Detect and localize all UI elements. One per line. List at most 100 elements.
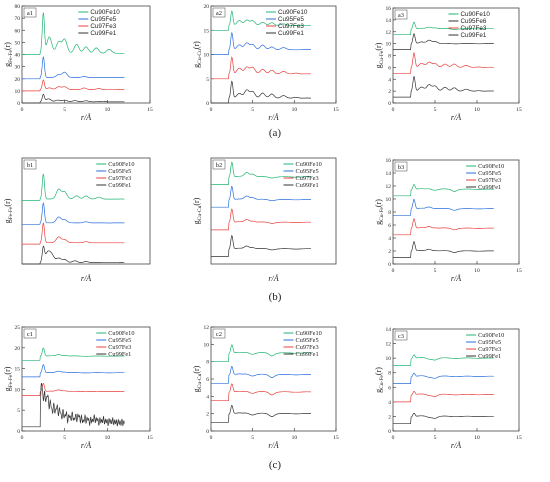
c1-legend-label-3: Cu99Fe1 <box>108 351 131 358</box>
a2-series-2 <box>211 56 311 80</box>
c2-ytick-label-0: 0 <box>206 429 209 435</box>
c3-ytick-label-3: 6 <box>388 385 391 391</box>
b3-legend-label-1: Cu95Fe5 <box>478 170 501 177</box>
c2-tag-box <box>212 328 226 339</box>
c1-xtick-label-1: 5 <box>63 435 66 441</box>
b1-tag-box <box>23 159 37 170</box>
a1-series-3 <box>22 93 125 104</box>
row-label-b: (b) <box>269 291 282 303</box>
b3-ytick-label-3: 6 <box>388 223 391 229</box>
b3-ytick-label-5: 10 <box>386 197 392 203</box>
c2-ylabel: gCu-Cu(r) <box>192 365 203 392</box>
c3-xtick-label-3: 15 <box>516 435 522 441</box>
a2-series-0 <box>211 10 311 31</box>
a3-tag: a3 <box>398 12 404 19</box>
b2-xlabel: r/Å <box>268 274 278 283</box>
a3-series-2 <box>393 51 494 74</box>
a1-ytick-label-4: 40 <box>15 53 21 59</box>
b2-legend-label-1: Cu95Fe5 <box>296 168 319 175</box>
b3-series-1 <box>393 198 494 216</box>
b2-legend-label-3: Cu99Fe1 <box>296 182 319 189</box>
b1-legend-label-1: Cu95Fe5 <box>108 168 131 175</box>
c1-frame <box>21 326 151 432</box>
c2-ytick-label-4: 8 <box>206 360 209 366</box>
c2-xtick-label-2: 10 <box>292 435 298 441</box>
b2-series-3 <box>211 234 312 257</box>
c1-ytick-label-3: 15 <box>15 367 21 373</box>
a3-ytick-label-7: 14 <box>386 18 392 24</box>
a3-legend-label-2: Cu97Fe3 <box>460 25 486 32</box>
b1-ylabel: gFe-Fe(r) <box>3 198 14 223</box>
b3-series-2 <box>393 218 494 236</box>
a2-ytick-label-1: 5 <box>206 77 209 83</box>
a1-xlabel: r/Å <box>81 113 91 122</box>
a3-ytick-label-2: 4 <box>388 77 391 83</box>
c1-xtick-label-2: 10 <box>105 435 111 441</box>
c3-xtick-label-2: 10 <box>474 435 480 441</box>
c3-ytick-label-2: 4 <box>388 400 391 406</box>
c2-xlabel: r/Å <box>268 441 278 450</box>
b2-tag-box <box>212 159 226 170</box>
b3-series-0 <box>393 183 494 197</box>
a3-xtick-label-1: 5 <box>434 107 437 113</box>
c2-series-0 <box>211 344 311 363</box>
b3-xtick-label-2: 10 <box>474 268 480 274</box>
c1-xtick-label-3: 15 <box>147 435 153 441</box>
c3-xtick-label-1: 5 <box>434 435 437 441</box>
a1-ytick-label-5: 50 <box>15 40 21 46</box>
b2-frame <box>210 157 337 265</box>
a3-ytick-label-4: 8 <box>388 54 391 60</box>
a2-ytick-label-2: 10 <box>204 53 210 59</box>
c3-legend-label-3: Cu99Fe1 <box>478 353 501 360</box>
b3-tag: b3 <box>398 164 405 171</box>
c3-legend-label-0: Cu90Fe10 <box>478 332 504 339</box>
c1-tag-box <box>23 328 37 339</box>
b3-ytick-label-8: 16 <box>386 158 392 164</box>
c3-legend-label-2: Cu97Fe3 <box>478 346 501 353</box>
c1-series-3 <box>22 382 125 428</box>
c2-series-2 <box>211 383 311 402</box>
b2-series-0 <box>211 161 311 185</box>
c1-legend-label-1: Cu95Fe5 <box>108 337 131 344</box>
b3-ytick-label-1: 2 <box>388 249 391 255</box>
a1-ytick-label-7: 70 <box>15 16 21 22</box>
a3-series-0 <box>393 21 494 36</box>
b3-xtick-label-3: 15 <box>516 268 522 274</box>
row-label-a: (a) <box>269 127 282 139</box>
c3-xlabel: r/Å <box>451 441 461 450</box>
c2-xtick-label-1: 5 <box>251 435 254 441</box>
a3-legend-label-1: Cu95Fe6 <box>460 18 486 25</box>
a3-xtick-label-2: 10 <box>474 107 480 113</box>
c2-legend-label-2: Cu97Fe3 <box>296 344 319 351</box>
c2-ytick-label-5: 10 <box>204 342 210 348</box>
a3-tag-box <box>394 9 408 20</box>
c2-tag: c2 <box>216 331 222 338</box>
a2-legend-label-2: Cu97Fe3 <box>278 23 304 30</box>
c1-ytick-label-4: 20 <box>15 346 21 352</box>
a2-ylabel: gCu-Cu(r) <box>192 41 203 68</box>
c1-ytick-label-1: 5 <box>17 408 20 414</box>
c3-legend-label-1: Cu95Fe5 <box>478 339 501 346</box>
c2-series-1 <box>211 365 312 384</box>
c2-xtick-label-3: 15 <box>333 435 339 441</box>
a2-xtick-label-2: 10 <box>292 107 298 113</box>
a1-series-1 <box>22 55 125 80</box>
c2-ytick-label-3: 6 <box>206 377 209 383</box>
b3-ytick-label-6: 12 <box>386 184 392 190</box>
a1-legend-label-0: Cu90Fe10 <box>90 9 120 16</box>
b3-legend-label-2: Cu97Fe3 <box>478 177 501 184</box>
b1-series-1 <box>22 201 125 225</box>
a2-series-3 <box>211 80 311 104</box>
c3-series-0 <box>393 354 494 366</box>
c2-legend-label-1: Cu95Fe5 <box>296 337 319 344</box>
a2-xtick-label-3: 15 <box>333 107 339 113</box>
c3-series-1 <box>393 372 494 384</box>
b3-legend-label-0: Cu90Fe10 <box>478 163 504 170</box>
c1-ytick-label-5: 25 <box>15 325 21 331</box>
b3-legend-label-3: Cu99Fe1 <box>478 184 501 191</box>
b3-ytick-label-7: 14 <box>386 171 392 177</box>
b3-xtick-label-1: 5 <box>434 268 437 274</box>
a2-ytick-label-3: 15 <box>204 28 210 34</box>
c2-series-3 <box>211 404 312 423</box>
b2-legend-label-0: Cu90Fe10 <box>296 161 322 168</box>
